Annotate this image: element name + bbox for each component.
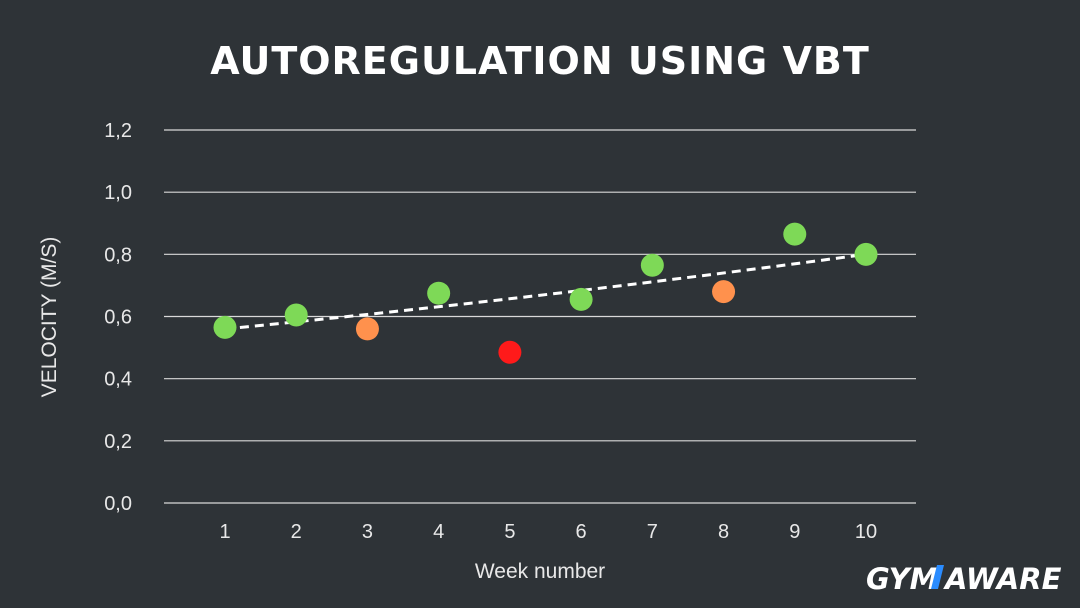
x-tick-label: 8 <box>718 521 729 543</box>
data-point <box>355 317 379 341</box>
y-axis-label: VELOCITY (M/S) <box>38 237 61 398</box>
data-point <box>284 303 308 327</box>
gymaware-logo: GYM AWARE <box>866 562 1062 596</box>
x-tick-label: 1 <box>219 521 230 543</box>
data-point <box>783 222 807 246</box>
x-tick-label: 6 <box>576 521 587 543</box>
y-tick-label: 1,0 <box>104 182 132 204</box>
x-axis-label: Week number <box>475 560 605 583</box>
x-tick-label: 10 <box>855 521 877 543</box>
logo-slash-icon <box>931 565 944 589</box>
x-tick-label: 7 <box>647 521 658 543</box>
y-tick-label: 0,4 <box>104 369 132 391</box>
trendline <box>224 252 867 331</box>
data-point <box>712 280 736 304</box>
y-tick-label: 0,6 <box>104 307 132 329</box>
data-point <box>427 281 451 305</box>
data-points <box>213 222 878 364</box>
data-point <box>569 287 593 311</box>
data-point <box>213 315 237 339</box>
x-tick-label: 4 <box>433 521 444 543</box>
y-tick-label: 0,2 <box>104 431 132 453</box>
x-tick-labels: 1 2 3 4 5 6 7 8 9 10 <box>219 521 877 543</box>
y-tick-label: 0,0 <box>104 493 132 515</box>
gymaware-logo-text-aware: AWARE <box>943 562 1062 596</box>
x-tick-label: 9 <box>789 521 800 543</box>
gymaware-logo-text: GYM <box>866 562 939 596</box>
y-tick-labels: 0,0 0,2 0,4 0,6 0,8 1,0 1,2 <box>104 120 132 515</box>
gridlines <box>164 129 916 504</box>
data-point <box>498 340 522 364</box>
x-tick-label: 3 <box>362 521 373 543</box>
data-point <box>640 253 664 277</box>
chart-title: AUTOREGULATION USING VBT <box>210 39 870 83</box>
data-point <box>854 242 878 266</box>
y-tick-label: 0,8 <box>104 244 132 266</box>
x-tick-label: 2 <box>291 521 302 543</box>
x-tick-label: 5 <box>504 521 515 543</box>
y-tick-label: 1,2 <box>104 120 132 142</box>
